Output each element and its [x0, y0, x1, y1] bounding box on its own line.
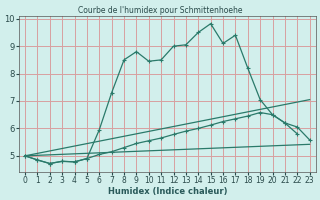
Text: Courbe de l'humidex pour Schmittenhoehe: Courbe de l'humidex pour Schmittenhoehe: [78, 6, 242, 15]
X-axis label: Humidex (Indice chaleur): Humidex (Indice chaleur): [108, 187, 227, 196]
